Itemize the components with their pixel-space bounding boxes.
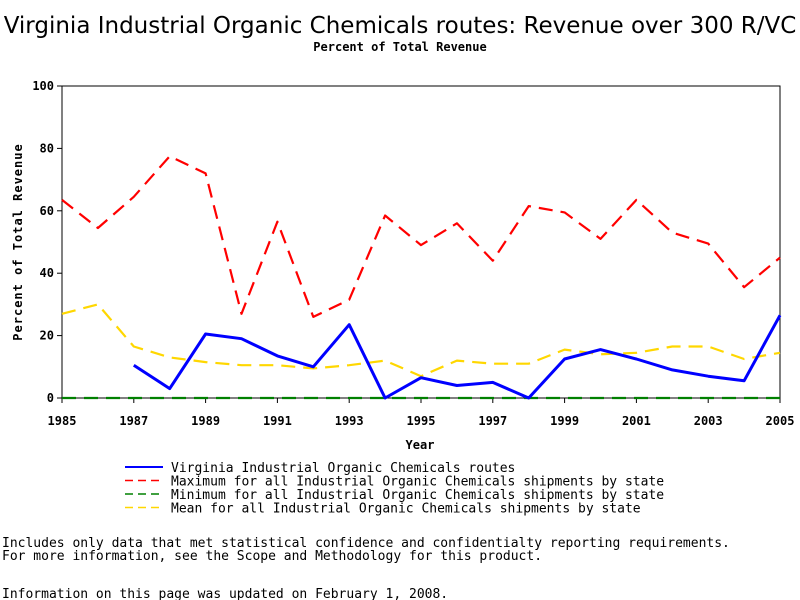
x-axis-label: Year	[406, 438, 435, 452]
x-tick-label: 1995	[407, 414, 436, 428]
y-tick-label: 60	[40, 204, 54, 218]
x-tick-label: 2001	[622, 414, 651, 428]
chart-subtitle: Percent of Total Revenue	[313, 40, 486, 54]
series-line-3	[61, 303, 781, 378]
plot-area	[61, 85, 781, 399]
x-axis-ticks: 1985 1987 1989 1991 1993 1995 1997 1999 2001 2003…	[48, 398, 795, 428]
x-tick-label: 1987	[119, 414, 148, 428]
x-tick-label: 2003	[694, 414, 723, 428]
y-axis-ticks: 0 20 40 60 80 100	[32, 79, 62, 405]
legend-label: Minimum for all Industrial Organic Chemi…	[171, 488, 664, 503]
x-tick-label: 1997	[478, 414, 507, 428]
legend-label: Maximum for all Industrial Organic Chemi…	[171, 475, 664, 490]
legend: Virginia Industrial Organic Chemicals ro…	[125, 461, 664, 517]
x-tick-label: 2005	[766, 414, 795, 428]
series-line-1	[61, 155, 781, 318]
footnote-confidence: Includes only data that met statistical …	[2, 536, 730, 551]
series-lines	[61, 155, 782, 400]
legend-label: Virginia Industrial Organic Chemicals ro…	[171, 461, 515, 476]
x-tick-label: 1985	[48, 414, 77, 428]
x-tick-label: 1991	[263, 414, 292, 428]
series-line-0	[132, 314, 782, 400]
chart-title: Virginia Industrial Organic Chemicals ro…	[4, 13, 797, 39]
y-tick-label: 100	[32, 79, 54, 93]
footnote-methodology: For more information, see the Scope and …	[2, 549, 542, 564]
y-tick-label: 80	[40, 141, 54, 155]
x-tick-label: 1999	[550, 414, 579, 428]
footnote-updated: Information on this page was updated on …	[2, 587, 448, 600]
y-tick-label: 0	[47, 391, 54, 405]
y-tick-label: 40	[40, 266, 54, 280]
x-tick-label: 1989	[191, 414, 220, 428]
y-tick-label: 20	[40, 329, 54, 343]
x-tick-label: 1993	[335, 414, 364, 428]
y-axis-label: Percent of Total Revenue	[11, 143, 25, 340]
legend-label: Mean for all Industrial Organic Chemical…	[171, 502, 641, 517]
